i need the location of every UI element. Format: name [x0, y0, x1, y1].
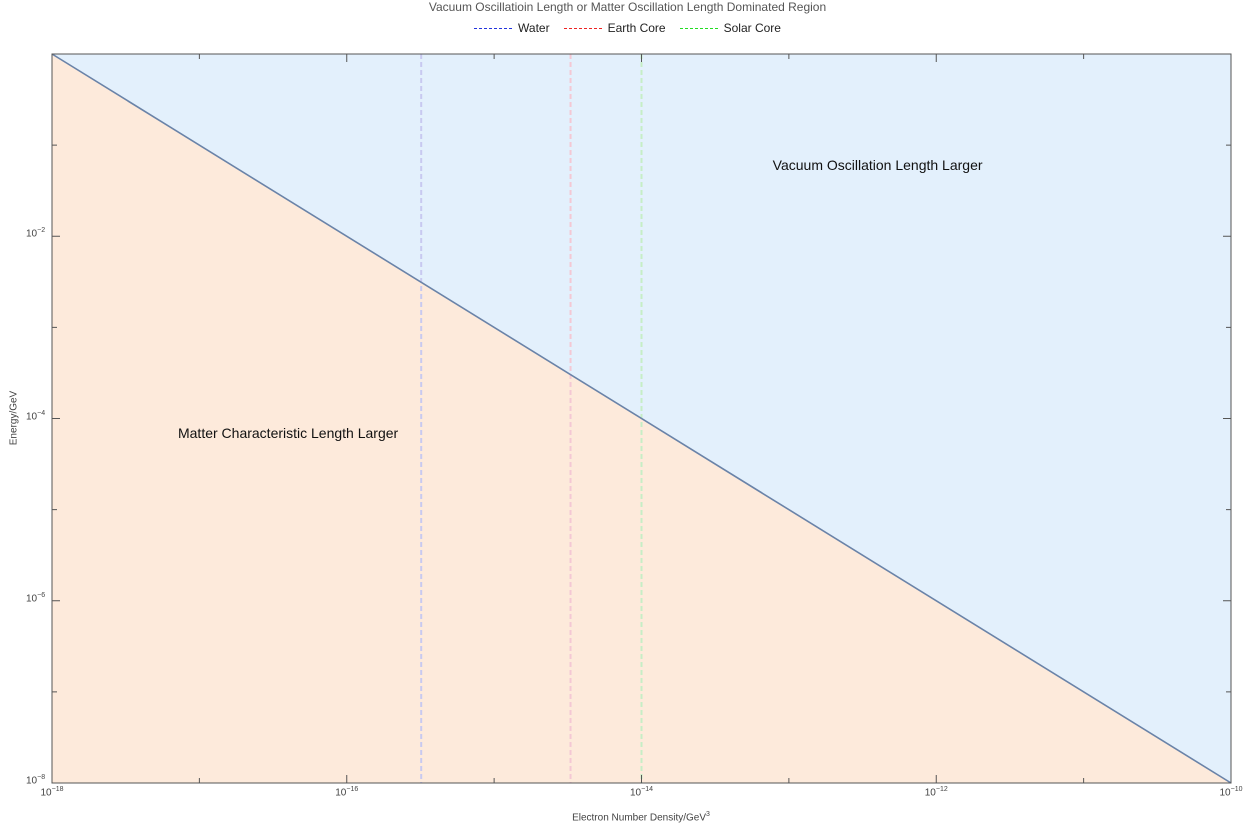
- x-axis-title-superscript: 3: [706, 811, 710, 818]
- x-tick-label: 10−18: [41, 786, 64, 798]
- y-axis-title: Energy/GeV: [8, 390, 20, 446]
- legend-item: Water: [474, 21, 550, 35]
- y-tick-label-exponent: −8: [37, 774, 46, 781]
- legend-label: Solar Core: [723, 21, 781, 35]
- legend-swatch: [474, 27, 513, 29]
- y-tick-label-exponent: −2: [37, 227, 46, 235]
- legend: Water Earth Core Solar Core: [0, 21, 1255, 35]
- legend-label: Earth Core: [607, 21, 666, 35]
- x-tick-label-base: 10: [1219, 787, 1231, 799]
- x-tick-label-exponent: −14: [641, 786, 653, 793]
- y-tick-label: 10−2: [26, 227, 45, 239]
- x-axis-title-text: Electron Number Density/GeV: [572, 812, 707, 824]
- y-tick-label-base: 10: [26, 410, 38, 422]
- legend-item: Earth Core: [563, 21, 666, 35]
- legend-swatch: [563, 27, 602, 29]
- y-tick-label-base: 10: [26, 593, 38, 605]
- x-tick-label-exponent: −16: [346, 786, 359, 793]
- x-tick-label: 10−12: [925, 786, 948, 798]
- boundary-line: [51, 53, 1232, 784]
- legend-label: Water: [518, 21, 550, 35]
- y-tick-label-base: 10: [26, 775, 38, 787]
- x-tick-label: 10−10: [1220, 786, 1243, 798]
- y-tick-label: 10−4: [26, 410, 45, 422]
- region-label-above: Vacuum Oscillation Length Larger: [772, 157, 983, 174]
- region-label-below: Matter Characteristic Length Larger: [177, 424, 399, 441]
- legend-item: Solar Core: [679, 21, 781, 35]
- x-tick-label-exponent: −10: [1230, 786, 1243, 793]
- x-tick-label-base: 10: [335, 787, 347, 799]
- x-tick-label-base: 10: [40, 787, 52, 799]
- x-tick-label-base: 10: [630, 787, 642, 799]
- y-tick-label: 10−6: [26, 592, 45, 604]
- legend-swatch: [679, 27, 718, 29]
- y-tick-label: 10−8: [26, 774, 45, 786]
- x-tick-label-exponent: −18: [51, 786, 64, 793]
- x-tick-label-base: 10: [924, 787, 936, 799]
- chart-title: Vacuum Oscillatioin Length or Matter Osc…: [428, 0, 827, 14]
- x-tick-label: 10−16: [335, 786, 358, 798]
- y-tick-label-base: 10: [26, 228, 38, 240]
- x-axis-title: Electron Number Density/GeV3: [572, 811, 710, 823]
- x-tick-label: 10−14: [630, 786, 653, 798]
- x-tick-label-exponent: −12: [935, 786, 948, 793]
- y-tick-label-exponent: −6: [37, 591, 46, 599]
- y-tick-label-exponent: −4: [37, 409, 46, 417]
